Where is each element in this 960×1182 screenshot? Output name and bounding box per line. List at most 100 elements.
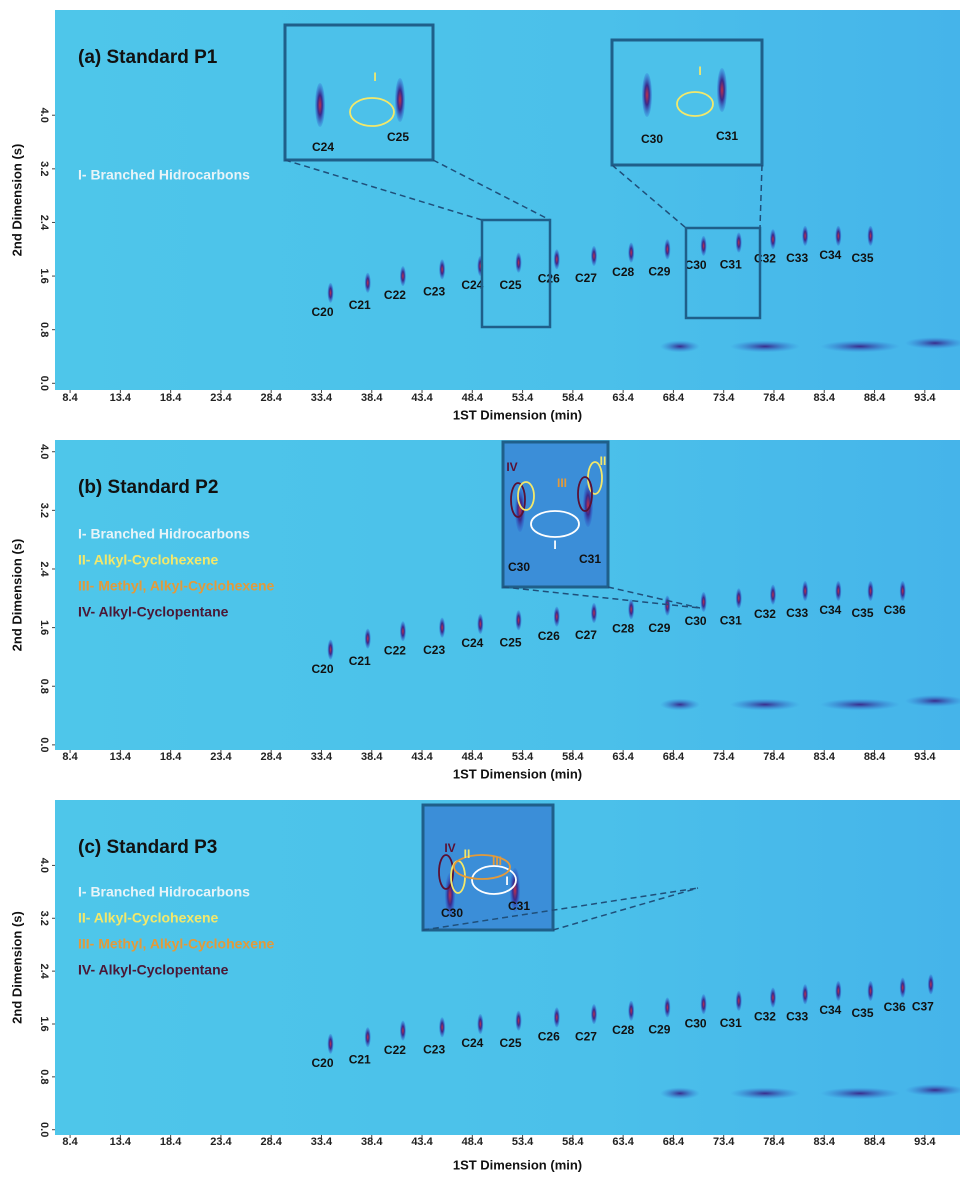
peak (701, 994, 707, 1014)
peak (868, 581, 874, 601)
peak-label: C33 (786, 606, 808, 620)
x-tick-label: 78.4 (763, 751, 785, 763)
peak-label: C23 (423, 643, 445, 657)
x-tick-label: 48.4 (462, 392, 484, 404)
figure: 8.413.418.423.428.433.438.443.448.453.45… (0, 0, 960, 1177)
peak (591, 246, 597, 266)
peak (328, 1034, 334, 1054)
x-tick-label: 48.4 (462, 751, 484, 763)
peak (802, 581, 808, 601)
peak (365, 1027, 371, 1047)
y-tick-label: 2.4 (38, 561, 50, 577)
peak-label: C20 (312, 662, 334, 676)
x-tick-label: 63.4 (612, 392, 634, 404)
x-tick-label: 43.4 (411, 392, 433, 404)
baseline-band (730, 1087, 800, 1099)
peak (900, 978, 906, 998)
peak (835, 981, 841, 1001)
x-tick-label: 13.4 (110, 1136, 132, 1148)
x-tick-label: 93.4 (914, 751, 936, 763)
peak (516, 253, 522, 273)
y-tick-label: 0.8 (38, 322, 50, 337)
x-tick-label: 38.4 (361, 1136, 383, 1148)
y-axis-label: 2nd Dimension (s) (9, 911, 24, 1024)
peak (835, 581, 841, 601)
x-tick-label: 33.4 (311, 1136, 333, 1148)
x-tick-label: 68.4 (663, 1136, 685, 1148)
y-axis-label: 2nd Dimension (s) (9, 539, 24, 652)
x-tick-label: 63.4 (612, 751, 634, 763)
peak-label: C24 (461, 636, 483, 650)
x-tick-label: 53.4 (512, 751, 534, 763)
y-axis-label: 2nd Dimension (s) (9, 144, 24, 257)
x-tick-label: 38.4 (361, 751, 383, 763)
inset-label: III (492, 854, 502, 868)
peak-label: C21 (349, 298, 371, 312)
peak-label: C26 (538, 1030, 560, 1044)
inset-peak (315, 83, 325, 127)
x-tick-label: 28.4 (260, 392, 282, 404)
x-tick-label: 73.4 (713, 1136, 735, 1148)
x-tick-label: 23.4 (210, 751, 232, 763)
peak-label: C22 (384, 643, 406, 657)
peak-label: C29 (648, 621, 670, 635)
inset-label: I (553, 538, 556, 552)
inset-peak (642, 73, 652, 117)
x-tick-label: 83.4 (814, 751, 836, 763)
peak (477, 1014, 483, 1034)
y-tick-label: 3.2 (38, 503, 50, 518)
inset-label: II (464, 847, 471, 861)
peak-label: C25 (500, 635, 522, 649)
x-tick-label: 83.4 (814, 1136, 836, 1148)
x-tick-label: 43.4 (411, 751, 433, 763)
inset-label: IV (444, 841, 455, 855)
inset-label: III (557, 476, 567, 490)
y-tick-label: 1.6 (38, 268, 50, 283)
legend-entry: III- Methyl, Alkyl-Cyclohexene (78, 936, 275, 952)
peak-label: C34 (819, 248, 841, 262)
peak-label: C31 (720, 613, 742, 627)
peak-label: C27 (575, 628, 597, 642)
baseline-band (730, 340, 800, 352)
peak (868, 226, 874, 246)
peak-label: C35 (851, 251, 873, 265)
peak-label: C28 (612, 621, 634, 635)
peak (591, 1004, 597, 1024)
peak (554, 607, 560, 627)
x-tick-label: 93.4 (914, 1136, 936, 1148)
peak-label: C24 (461, 1036, 483, 1050)
peak (439, 259, 445, 279)
peak-label: C32 (754, 1010, 776, 1024)
x-tick-label: 23.4 (210, 392, 232, 404)
y-tick-label: 0.8 (38, 679, 50, 694)
peak (516, 610, 522, 630)
x-tick-label: 58.4 (562, 1136, 584, 1148)
inset (612, 40, 762, 165)
x-tick-label: 53.4 (512, 1136, 534, 1148)
x-tick-label: 13.4 (110, 751, 132, 763)
inset-peak (717, 68, 727, 112)
x-tick-label: 28.4 (260, 751, 282, 763)
peak (516, 1011, 522, 1031)
inset (285, 25, 433, 160)
peak-label: C22 (384, 1043, 406, 1057)
inset-peak (395, 78, 405, 122)
peak (628, 243, 634, 263)
y-tick-label: 0.0 (38, 1122, 50, 1137)
baseline-band (660, 699, 700, 711)
x-tick-label: 78.4 (763, 1136, 785, 1148)
x-tick-label: 88.4 (864, 392, 886, 404)
peak-label: C33 (786, 1009, 808, 1023)
peak-label: C24 (461, 278, 483, 292)
x-tick-label: 23.4 (210, 1136, 232, 1148)
peak-label: C23 (423, 285, 445, 299)
peak-label: C35 (851, 606, 873, 620)
peak (802, 226, 808, 246)
x-axis-label: 1ST Dimension (min) (453, 766, 582, 781)
peak (664, 239, 670, 259)
legend-entry: I- Branched Hidrocarbons (78, 526, 250, 542)
y-tick-label: 4.0 (38, 108, 50, 123)
peak (591, 603, 597, 623)
x-tick-label: 73.4 (713, 751, 735, 763)
y-tick-label: 3.2 (38, 911, 50, 926)
